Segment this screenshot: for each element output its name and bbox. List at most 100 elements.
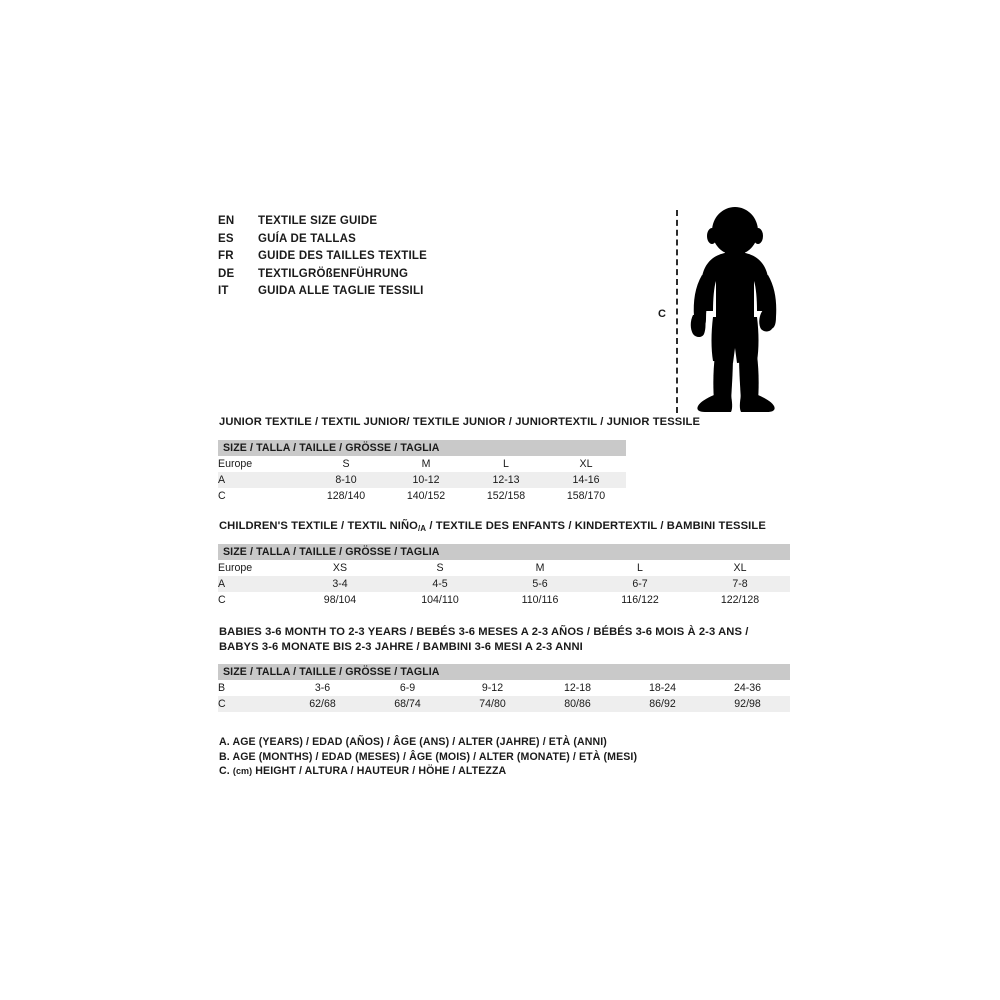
- legend-item-c: C. (cm) HEIGHT / ALTURA / HAUTEUR / HÖHE…: [219, 764, 637, 779]
- row-label: C: [218, 592, 290, 608]
- cell-value: 140/152: [386, 488, 466, 504]
- language-label: GUIDA ALLE TAGLIE TESSILI: [258, 285, 424, 297]
- language-code: EN: [218, 215, 235, 227]
- language-row-fr: FR GUIDE DES TAILLES TEXTILE: [218, 250, 638, 268]
- cell-value: 14-16: [546, 472, 626, 488]
- cell-value: XL: [690, 560, 791, 576]
- cell-value: 7-8: [690, 576, 791, 592]
- cell-value: 98/104: [290, 592, 390, 608]
- table-row: A 3-4 4-5 5-6 6-7 7-8: [218, 576, 791, 592]
- children-title-sub: /A: [417, 524, 427, 533]
- language-title-block: EN TEXTILE SIZE GUIDE ES GUÍA DE TALLAS …: [218, 215, 638, 303]
- children-title-pre: CHILDREN'S TEXTILE / TEXTIL NIÑO: [219, 520, 418, 532]
- cell-value: 152/158: [466, 488, 546, 504]
- row-label: A: [218, 576, 290, 592]
- table-row: C 62/68 68/74 74/80 80/86 86/92 92/98: [218, 696, 791, 712]
- cell-value: 6-9: [365, 680, 450, 696]
- cell-value: 158/170: [546, 488, 626, 504]
- cell-value: L: [590, 560, 690, 576]
- babies-title-line-2: BABYS 3-6 MONATE BIS 2-3 JAHRE / BAMBINI…: [219, 640, 583, 653]
- table-header-row: SIZE / TALLA / TAILLE / GRÖSSE / TAGLIA: [218, 440, 626, 456]
- cell-value: 104/110: [390, 592, 490, 608]
- height-measurement-figure: C: [655, 205, 800, 417]
- cell-value: XS: [290, 560, 390, 576]
- language-code: DE: [218, 267, 235, 280]
- cell-value: 6-7: [590, 576, 690, 592]
- language-row-en: EN TEXTILE SIZE GUIDE: [218, 215, 638, 233]
- cell-value: 116/122: [590, 592, 690, 608]
- cell-value: 5-6: [490, 576, 590, 592]
- row-label: A: [218, 472, 306, 488]
- children-title-post: / TEXTILE DES ENFANTS / KINDERTEXTIL / B…: [426, 520, 766, 532]
- junior-size-table: SIZE / TALLA / TAILLE / GRÖSSE / TAGLIA …: [218, 440, 626, 504]
- language-label: TEXTILE SIZE GUIDE: [258, 215, 378, 227]
- height-guide-line: [676, 210, 678, 413]
- legend-block: A. AGE (YEARS) / EDAD (AÑOS) / ÂGE (ANS)…: [219, 735, 637, 779]
- cell-value: 92/98: [705, 696, 791, 712]
- table-header-row: SIZE / TALLA / TAILLE / GRÖSSE / TAGLIA: [218, 664, 791, 680]
- cell-value: S: [390, 560, 490, 576]
- table-row: Europe XS S M L XL: [218, 560, 791, 576]
- language-label: GUIDE DES TAILLES TEXTILE: [258, 250, 427, 262]
- legend-item-b: B. AGE (MONTHS) / EDAD (MESES) / ÂGE (MO…: [219, 750, 638, 763]
- cell-value: 8-10: [306, 472, 386, 488]
- legend-c-prefix: C.: [219, 765, 233, 778]
- row-label: Europe: [218, 560, 290, 576]
- row-label: C: [218, 488, 306, 504]
- cell-value: 110/116: [490, 592, 590, 608]
- language-code: ES: [218, 232, 234, 245]
- row-label: B: [218, 680, 280, 696]
- children-section-title: CHILDREN'S TEXTILE / TEXTIL NIÑO/A / TEX…: [219, 519, 766, 537]
- cell-value: 4-5: [390, 576, 490, 592]
- cell-value: 9-12: [450, 680, 535, 696]
- junior-section-title: JUNIOR TEXTILE / TEXTIL JUNIOR/ TEXTILE …: [219, 416, 701, 428]
- cell-value: 80/86: [535, 696, 620, 712]
- table-row: A 8-10 10-12 12-13 14-16: [218, 472, 626, 488]
- table-header-label: SIZE / TALLA / TAILLE / GRÖSSE / TAGLIA: [218, 440, 626, 456]
- language-code: FR: [218, 250, 234, 262]
- table-row: Europe S M L XL: [218, 456, 626, 472]
- cell-value: 74/80: [450, 696, 535, 712]
- language-label: GUÍA DE TALLAS: [258, 232, 356, 245]
- cell-value: 3-4: [290, 576, 390, 592]
- cell-value: M: [490, 560, 590, 576]
- language-code: IT: [218, 285, 229, 297]
- cell-value: 12-18: [535, 680, 620, 696]
- cell-value: 12-13: [466, 472, 546, 488]
- row-label: Europe: [218, 456, 306, 472]
- height-measure-label: C: [658, 308, 667, 320]
- row-label: C: [218, 696, 280, 712]
- table-header-label: SIZE / TALLA / TAILLE / GRÖSSE / TAGLIA: [218, 664, 791, 680]
- language-row-de: DE TEXTILGRÖßENFÜHRUNG: [218, 268, 638, 286]
- legend-item-a: A. AGE (YEARS) / EDAD (AÑOS) / ÂGE (ANS)…: [219, 736, 607, 748]
- babies-title-line-1: BABIES 3-6 MONTH TO 2-3 YEARS / BEBÉS 3-…: [219, 626, 749, 638]
- cell-value: XL: [546, 456, 626, 472]
- cell-value: 122/128: [690, 592, 791, 608]
- toddler-silhouette-icon: [690, 207, 777, 412]
- legend-c-text: HEIGHT / ALTURA / HAUTEUR / HÖHE / ALTEZ…: [252, 765, 507, 778]
- language-label: TEXTILGRÖßENFÜHRUNG: [258, 267, 409, 280]
- cell-value: L: [466, 456, 546, 472]
- babies-size-table: SIZE / TALLA / TAILLE / GRÖSSE / TAGLIA …: [218, 664, 791, 712]
- babies-section-title: BABIES 3-6 MONTH TO 2-3 YEARS / BEBÉS 3-…: [219, 625, 748, 654]
- table-row: B 3-6 6-9 9-12 12-18 18-24 24-36: [218, 680, 791, 696]
- cell-value: 10-12: [386, 472, 466, 488]
- children-size-table: SIZE / TALLA / TAILLE / GRÖSSE / TAGLIA …: [218, 544, 791, 608]
- cell-value: 68/74: [365, 696, 450, 712]
- table-header-row: SIZE / TALLA / TAILLE / GRÖSSE / TAGLIA: [218, 544, 791, 560]
- cell-value: 128/140: [306, 488, 386, 504]
- cell-value: 18-24: [620, 680, 705, 696]
- cell-value: 3-6: [280, 680, 365, 696]
- cell-value: 86/92: [620, 696, 705, 712]
- cell-value: 62/68: [280, 696, 365, 712]
- language-row-it: IT GUIDA ALLE TAGLIE TESSILI: [218, 285, 638, 303]
- cell-value: S: [306, 456, 386, 472]
- cell-value: 24-36: [705, 680, 791, 696]
- table-row: C 98/104 104/110 110/116 116/122 122/128: [218, 592, 791, 608]
- legend-c-unit: (cm): [232, 766, 253, 777]
- table-header-label: SIZE / TALLA / TAILLE / GRÖSSE / TAGLIA: [218, 544, 791, 560]
- table-row: C 128/140 140/152 152/158 158/170: [218, 488, 626, 504]
- cell-value: M: [386, 456, 466, 472]
- language-row-es: ES GUÍA DE TALLAS: [218, 233, 638, 251]
